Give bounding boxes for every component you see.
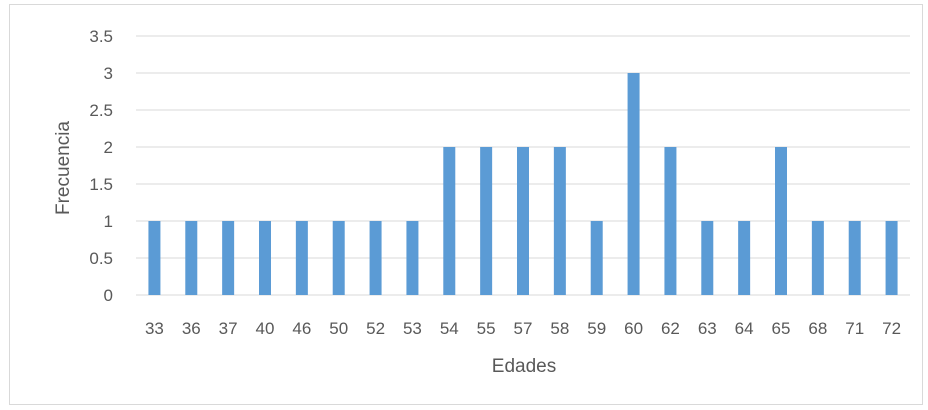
x-tick-label: 58 — [550, 319, 569, 338]
x-tick-label: 46 — [292, 319, 311, 338]
y-tick-label: 2 — [104, 138, 113, 157]
bar-40 — [259, 221, 271, 295]
x-tick-label: 65 — [772, 319, 791, 338]
y-tick-label: 1.5 — [89, 175, 113, 194]
bar-54 — [443, 147, 456, 295]
bar-50 — [332, 221, 345, 295]
bar-53 — [406, 221, 419, 295]
bar-62 — [664, 147, 677, 295]
bar-65 — [775, 147, 787, 295]
bar-72 — [885, 221, 898, 295]
x-tick-labels: 33 36 37 40 46 50 52 53 54 55 57 58 59 60 62 63 64 65 68 71… — [145, 319, 901, 338]
y-tick-label: 3 — [104, 64, 113, 83]
x-tick-label: 36 — [182, 319, 201, 338]
x-tick-label: 64 — [735, 319, 754, 338]
x-tick-label: 72 — [882, 319, 901, 338]
x-tick-label: 52 — [366, 319, 385, 338]
bars — [148, 73, 898, 295]
y-tick-label: 0.5 — [89, 249, 113, 268]
bar-46 — [295, 221, 308, 295]
x-tick-label: 59 — [587, 319, 606, 338]
chart-frame — [9, 4, 923, 405]
x-axis-title: Edades — [492, 356, 556, 377]
x-tick-label: 68 — [808, 319, 827, 338]
x-tick-label: 62 — [661, 319, 680, 338]
y-tick-label: 0 — [104, 286, 113, 305]
bar-59 — [590, 221, 603, 295]
y-tick-label: 3.5 — [89, 27, 113, 46]
bar-68 — [811, 221, 824, 295]
bar-57 — [517, 147, 529, 295]
x-tick-label: 54 — [440, 319, 459, 338]
bar-71 — [848, 221, 861, 295]
bar-63 — [701, 221, 714, 295]
x-tick-label: 55 — [477, 319, 496, 338]
x-tick-label: 50 — [329, 319, 348, 338]
x-tick-label: 57 — [514, 319, 533, 338]
x-tick-label: 60 — [624, 319, 643, 338]
bar-52 — [369, 221, 382, 295]
x-tick-label: 63 — [698, 319, 717, 338]
x-tick-label: 71 — [845, 319, 864, 338]
x-tick-label: 40 — [256, 319, 275, 338]
bar-55 — [480, 147, 493, 295]
bar-33 — [148, 221, 161, 295]
y-axis-title: Frecuencia — [53, 121, 74, 215]
y-tick-label: 2.5 — [89, 101, 113, 120]
bar-58 — [553, 147, 566, 295]
bar-64 — [738, 221, 751, 295]
x-tick-label: 33 — [145, 319, 164, 338]
bar-37 — [222, 221, 235, 295]
y-tick-label: 1 — [104, 212, 113, 231]
x-tick-label: 37 — [219, 319, 238, 338]
bar-36 — [185, 221, 198, 295]
bar-60 — [627, 73, 640, 295]
y-tick-labels: 0 0.5 1 1.5 2 2.5 3 3.5 — [89, 27, 113, 305]
x-tick-label: 53 — [403, 319, 422, 338]
